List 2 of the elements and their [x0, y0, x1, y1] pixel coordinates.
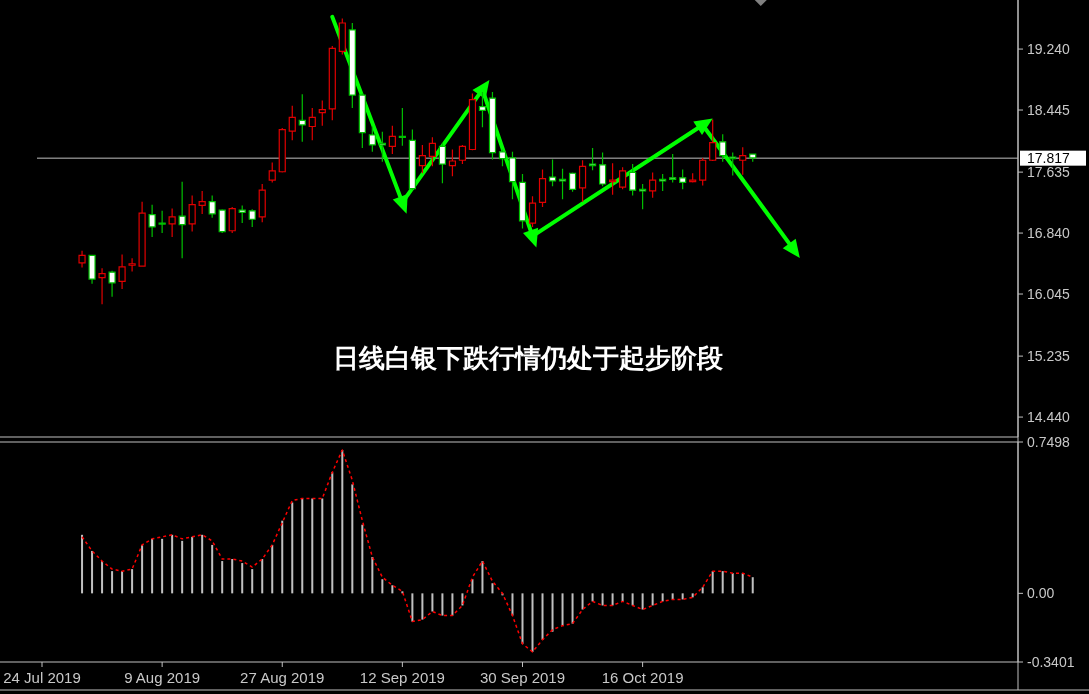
- ref-line-label: 17.817: [1027, 150, 1071, 167]
- annotation: 日线白银下跌行情仍处于起步阶段: [332, 343, 723, 374]
